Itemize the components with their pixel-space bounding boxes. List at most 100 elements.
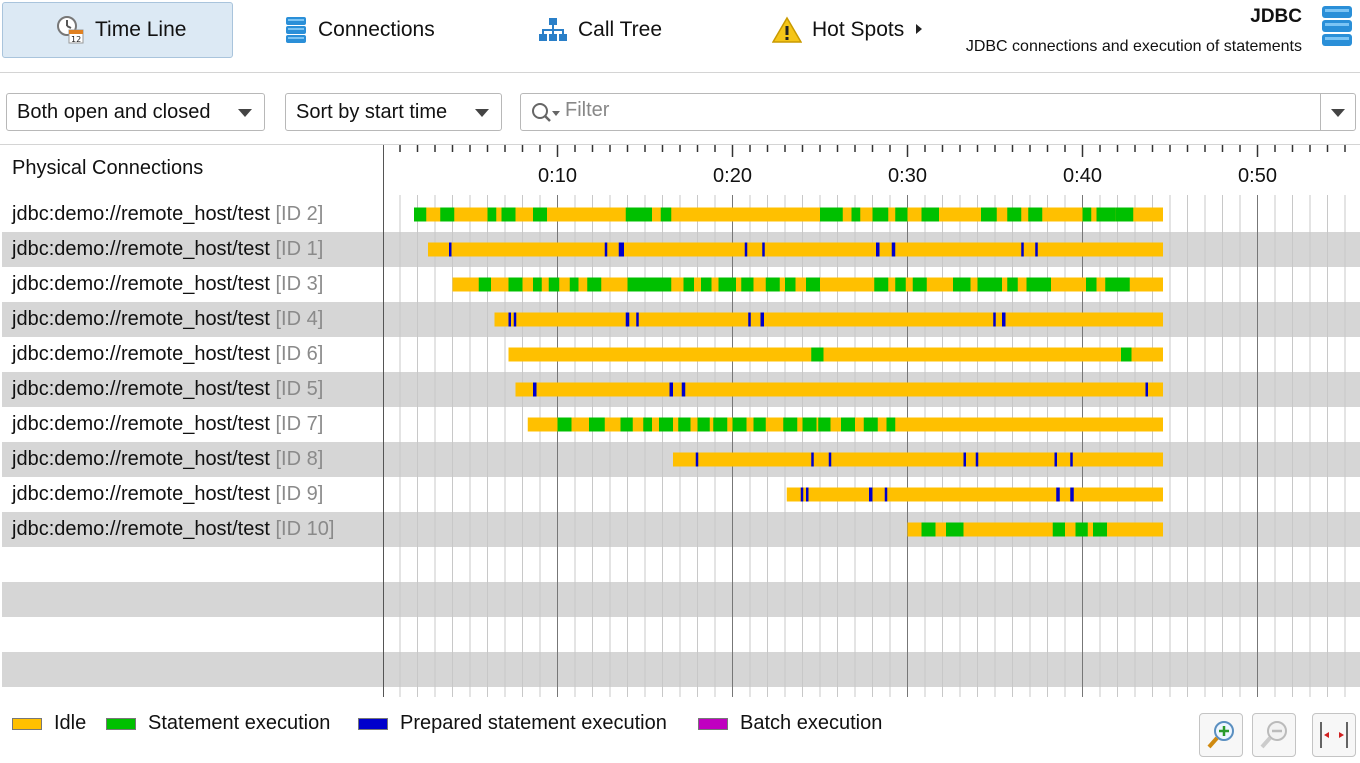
- statement-execution-segment[interactable]: [478, 277, 491, 292]
- statement-execution-segment[interactable]: [487, 207, 497, 222]
- statement-execution-segment[interactable]: [678, 417, 691, 432]
- statement-execution-segment[interactable]: [946, 522, 964, 537]
- statement-execution-segment[interactable]: [587, 277, 602, 292]
- panel-divider[interactable]: [383, 145, 384, 697]
- prepared-statement-segment[interactable]: [760, 312, 765, 327]
- prepared-statement-segment[interactable]: [1002, 312, 1006, 327]
- prepared-statement-segment[interactable]: [762, 242, 765, 257]
- statement-execution-segment[interactable]: [895, 207, 908, 222]
- prepared-statement-segment[interactable]: [669, 382, 674, 397]
- prepared-statement-segment[interactable]: [625, 312, 630, 327]
- connection-row-label[interactable]: jdbc:demo://remote_host/test [ID 4]: [12, 302, 323, 337]
- prepared-statement-segment[interactable]: [1070, 487, 1074, 502]
- statement-execution-segment[interactable]: [620, 417, 633, 432]
- statement-execution-segment[interactable]: [1115, 207, 1134, 222]
- connection-row-label[interactable]: jdbc:demo://remote_host/test [ID 2]: [12, 197, 323, 232]
- statement-execution-segment[interactable]: [785, 277, 796, 292]
- statement-execution-segment[interactable]: [569, 277, 579, 292]
- connection-idle-bar[interactable]: [673, 452, 1163, 467]
- statement-execution-segment[interactable]: [713, 417, 728, 432]
- statement-execution-segment[interactable]: [806, 277, 820, 292]
- statement-execution-segment[interactable]: [1093, 522, 1107, 537]
- statement-execution-segment[interactable]: [1028, 207, 1043, 222]
- filter-history-dropdown[interactable]: [1320, 94, 1355, 130]
- statement-execution-segment[interactable]: [811, 347, 824, 362]
- prepared-statement-segment[interactable]: [636, 312, 639, 327]
- connection-row-label[interactable]: jdbc:demo://remote_host/test [ID 10]: [12, 512, 334, 547]
- statement-execution-segment[interactable]: [851, 207, 861, 222]
- statement-execution-segment[interactable]: [1082, 207, 1092, 222]
- zoom-out-button[interactable]: [1252, 713, 1296, 757]
- prepared-statement-segment[interactable]: [1056, 487, 1060, 502]
- statement-execution-segment[interactable]: [872, 207, 889, 222]
- prepared-statement-segment[interactable]: [1070, 452, 1073, 467]
- prepared-statement-segment[interactable]: [1054, 452, 1058, 467]
- prepared-statement-segment[interactable]: [513, 312, 517, 327]
- statement-execution-segment[interactable]: [533, 277, 542, 292]
- statement-execution-segment[interactable]: [802, 417, 817, 432]
- fit-width-button[interactable]: [1312, 713, 1356, 757]
- statement-execution-segment[interactable]: [912, 277, 927, 292]
- prepared-statement-segment[interactable]: [1021, 242, 1024, 257]
- statement-execution-segment[interactable]: [1105, 277, 1130, 292]
- statement-execution-segment[interactable]: [557, 417, 572, 432]
- statement-execution-segment[interactable]: [741, 277, 754, 292]
- statement-execution-segment[interactable]: [1007, 207, 1022, 222]
- prepared-statement-segment[interactable]: [744, 242, 748, 257]
- statement-execution-segment[interactable]: [638, 207, 652, 222]
- prepared-statement-segment[interactable]: [876, 242, 880, 257]
- filter-field[interactable]: [520, 93, 1356, 131]
- statement-execution-segment[interactable]: [1121, 347, 1132, 362]
- statement-execution-segment[interactable]: [627, 277, 639, 292]
- statement-execution-segment[interactable]: [1007, 277, 1018, 292]
- connection-idle-bar[interactable]: [417, 207, 1164, 222]
- connection-row-label[interactable]: jdbc:demo://remote_host/test [ID 8]: [12, 442, 323, 477]
- statement-execution-segment[interactable]: [921, 522, 936, 537]
- prepared-statement-segment[interactable]: [963, 452, 967, 467]
- prepared-statement-segment[interactable]: [975, 452, 979, 467]
- connection-row-label[interactable]: jdbc:demo://remote_host/test [ID 5]: [12, 372, 323, 407]
- zoom-in-button[interactable]: [1199, 713, 1243, 757]
- tab-time-line[interactable]: 12 Time Line: [2, 2, 233, 58]
- statement-execution-segment[interactable]: [834, 207, 843, 222]
- prepared-statement-segment[interactable]: [533, 382, 537, 397]
- statement-execution-segment[interactable]: [655, 277, 672, 292]
- more-views-arrow-icon[interactable]: [916, 24, 922, 34]
- statement-execution-segment[interactable]: [981, 207, 997, 222]
- statement-execution-segment[interactable]: [533, 207, 547, 222]
- prepared-statement-segment[interactable]: [869, 487, 873, 502]
- statement-execution-segment[interactable]: [977, 277, 1003, 292]
- prepared-statement-segment[interactable]: [508, 312, 512, 327]
- statement-execution-segment[interactable]: [697, 417, 710, 432]
- connection-idle-bar[interactable]: [907, 522, 1164, 537]
- statement-execution-segment[interactable]: [414, 207, 427, 222]
- statement-execution-segment[interactable]: [643, 417, 652, 432]
- statement-execution-segment[interactable]: [753, 417, 766, 432]
- connection-row-label[interactable]: jdbc:demo://remote_host/test [ID 6]: [12, 337, 323, 372]
- statement-execution-segment[interactable]: [701, 277, 712, 292]
- connection-row-label[interactable]: jdbc:demo://remote_host/test [ID 7]: [12, 407, 323, 442]
- statement-execution-segment[interactable]: [921, 207, 940, 222]
- statement-execution-segment[interactable]: [1026, 277, 1052, 292]
- statement-execution-segment[interactable]: [718, 277, 737, 292]
- prepared-statement-segment[interactable]: [806, 487, 809, 502]
- prepared-statement-segment[interactable]: [1145, 382, 1149, 397]
- statement-execution-segment[interactable]: [440, 207, 455, 222]
- connection-idle-bar[interactable]: [508, 347, 1164, 362]
- statement-execution-segment[interactable]: [508, 277, 523, 292]
- statement-execution-segment[interactable]: [683, 277, 695, 292]
- connection-idle-bar[interactable]: [786, 487, 1163, 502]
- prepared-statement-segment[interactable]: [1035, 242, 1038, 257]
- prepared-statement-segment[interactable]: [993, 312, 996, 327]
- statement-execution-segment[interactable]: [732, 417, 747, 432]
- filter-input[interactable]: [563, 98, 1307, 123]
- prepared-statement-segment[interactable]: [811, 452, 814, 467]
- connection-state-select[interactable]: Both open and closed: [6, 93, 265, 131]
- statement-execution-segment[interactable]: [660, 207, 672, 222]
- prepared-statement-segment[interactable]: [681, 382, 686, 397]
- connection-idle-bar[interactable]: [494, 312, 1164, 327]
- statement-execution-segment[interactable]: [953, 277, 971, 292]
- connection-row-label[interactable]: jdbc:demo://remote_host/test [ID 3]: [12, 267, 323, 302]
- statement-execution-segment[interactable]: [818, 417, 831, 432]
- statement-execution-segment[interactable]: [895, 277, 906, 292]
